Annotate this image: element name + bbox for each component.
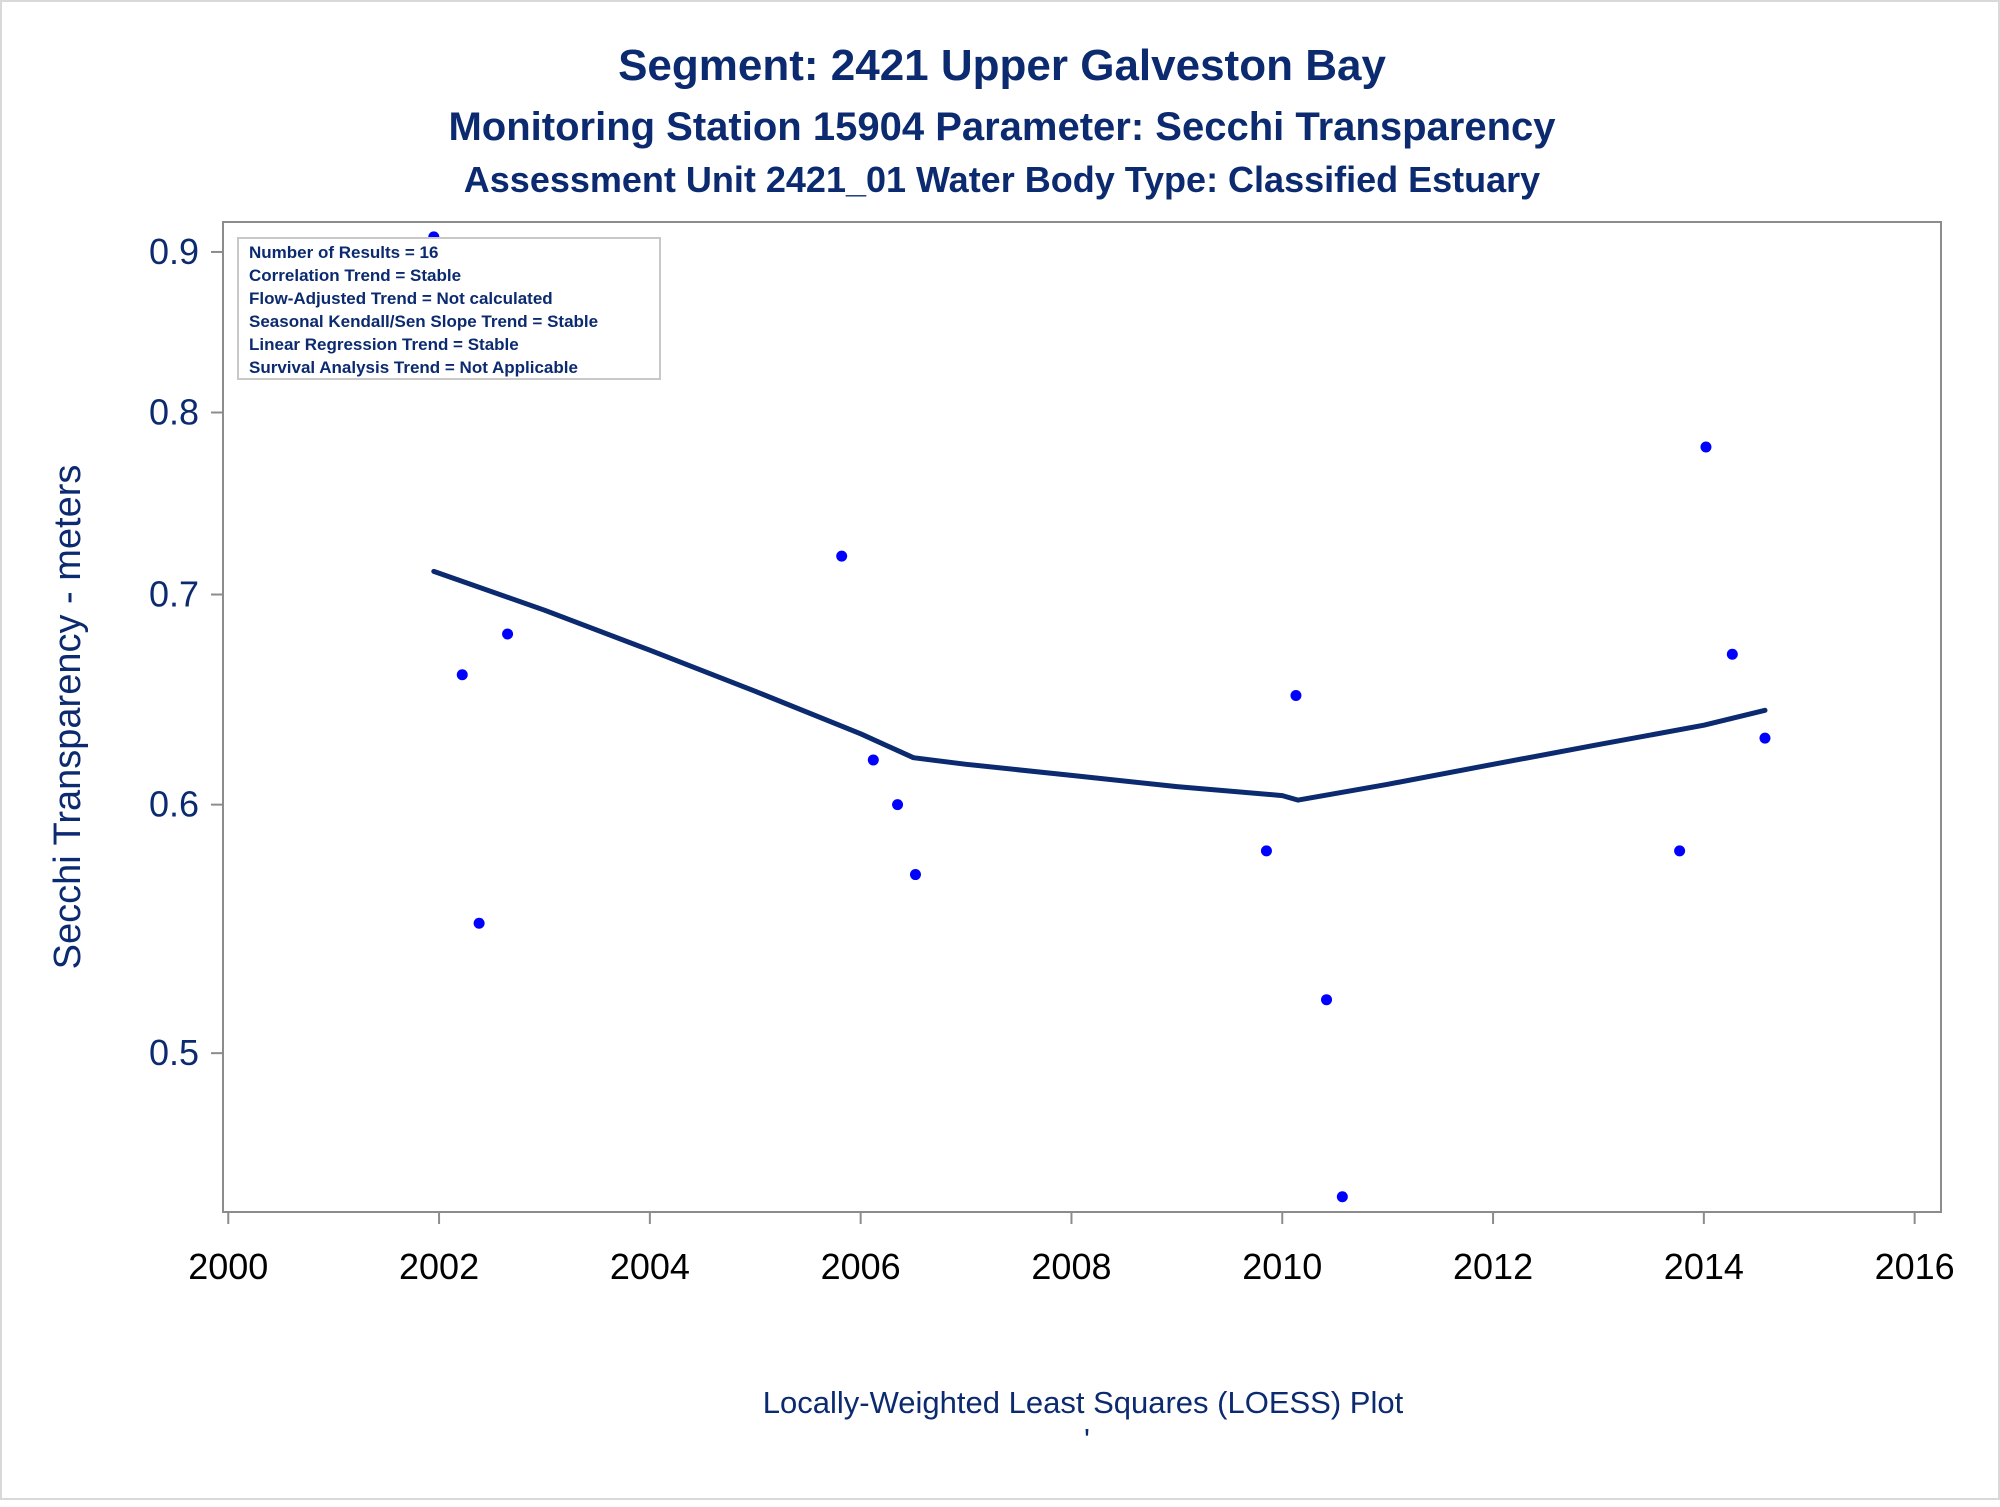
- x-tick-label: 2014: [1664, 1246, 1744, 1287]
- x-tick-label: 2008: [1031, 1246, 1111, 1287]
- data-point: [473, 917, 485, 929]
- footnote-mark: ': [1084, 1422, 1090, 1457]
- chart-title: Segment: 2421 Upper Galveston Bay: [618, 41, 1386, 90]
- trend-stats-legend: Number of Results = 16 Correlation Trend…: [237, 237, 661, 380]
- data-point: [836, 550, 848, 562]
- data-point: [1726, 648, 1738, 660]
- data-point: [502, 628, 514, 640]
- loess-line: [431, 568, 1768, 803]
- y-tick-label: 0.7: [149, 574, 199, 615]
- data-point: [867, 754, 879, 766]
- stats-seasonal-kendall-trend: Seasonal Kendall/Sen Slope Trend = Stabl…: [249, 312, 598, 331]
- data-point: [1674, 845, 1686, 857]
- data-point: [456, 669, 468, 681]
- x-tick-label: 2000: [188, 1246, 268, 1287]
- data-point: [1759, 732, 1771, 744]
- y-tick-label: 0.8: [149, 392, 199, 433]
- x-tick-label: 2004: [610, 1246, 690, 1287]
- x-axis: 2000 2002 2004 2006 2008 2010 2012 2014 2016: [188, 1212, 1955, 1287]
- stats-flow-adjusted-trend: Flow-Adjusted Trend = Not calculated: [249, 289, 553, 308]
- data-point: [909, 869, 921, 881]
- y-axis-title: Secchi Transparency - meters: [47, 465, 89, 970]
- stats-number-of-results: Number of Results = 16: [249, 243, 438, 262]
- data-point: [1290, 690, 1302, 702]
- stats-correlation-trend: Correlation Trend = Stable: [249, 266, 461, 285]
- trend-stats-box: [237, 237, 661, 380]
- y-tick-label: 0.9: [149, 231, 199, 272]
- loess-series: [431, 568, 1768, 803]
- chart-subtitle-assessment: Assessment Unit 2421_01 Water Body Type:…: [464, 159, 1540, 200]
- y-tick-label: 0.5: [149, 1032, 199, 1073]
- data-point: [1700, 441, 1712, 453]
- plot-area-border: [222, 221, 1942, 1213]
- data-point: [1321, 994, 1333, 1006]
- scatter-series: [428, 231, 1771, 1203]
- y-tick-label: 0.6: [149, 784, 199, 825]
- chart-subtitle-station: Monitoring Station 15904 Parameter: Secc…: [448, 105, 1556, 149]
- stats-survival-analysis-trend: Survival Analysis Trend = Not Applicable: [249, 358, 578, 377]
- y-axis: 0.5 0.6 0.7 0.8 0.9: [149, 231, 223, 1073]
- x-tick-label: 2010: [1242, 1246, 1322, 1287]
- x-tick-label: 2002: [399, 1246, 479, 1287]
- stats-linear-regression-trend: Linear Regression Trend = Stable: [249, 335, 519, 354]
- data-point: [1260, 845, 1272, 857]
- x-tick-label: 2012: [1453, 1246, 1533, 1287]
- x-tick-label: 2016: [1875, 1246, 1955, 1287]
- data-point: [892, 799, 904, 811]
- x-tick-label: 2006: [821, 1246, 901, 1287]
- data-point: [1336, 1191, 1348, 1203]
- plot-footnote: Locally-Weighted Least Squares (LOESS) P…: [763, 1385, 1404, 1420]
